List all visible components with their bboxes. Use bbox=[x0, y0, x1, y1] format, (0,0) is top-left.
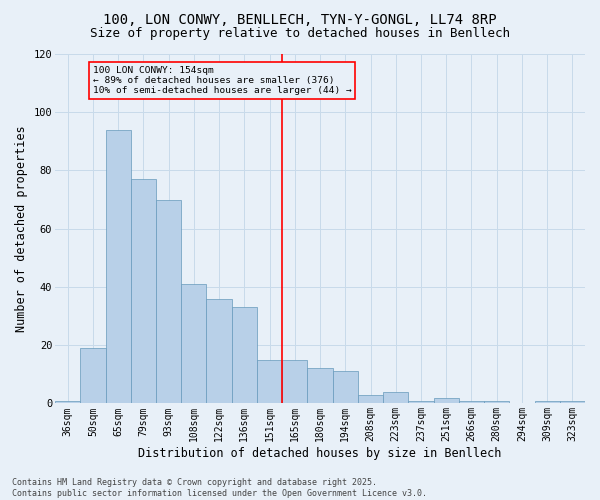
X-axis label: Distribution of detached houses by size in Benllech: Distribution of detached houses by size … bbox=[139, 447, 502, 460]
Bar bbox=[80, 348, 106, 404]
Bar bbox=[560, 400, 585, 404]
Bar bbox=[206, 298, 232, 404]
Bar bbox=[535, 400, 560, 404]
Bar bbox=[106, 130, 131, 404]
Bar bbox=[232, 308, 257, 404]
Bar bbox=[409, 400, 434, 404]
Text: Size of property relative to detached houses in Benllech: Size of property relative to detached ho… bbox=[90, 28, 510, 40]
Bar bbox=[156, 200, 181, 404]
Bar bbox=[383, 392, 409, 404]
Bar bbox=[55, 400, 80, 404]
Bar bbox=[307, 368, 332, 404]
Y-axis label: Number of detached properties: Number of detached properties bbox=[15, 126, 28, 332]
Bar bbox=[459, 400, 484, 404]
Text: 100 LON CONWY: 154sqm
← 89% of detached houses are smaller (376)
10% of semi-det: 100 LON CONWY: 154sqm ← 89% of detached … bbox=[93, 66, 352, 96]
Text: 100, LON CONWY, BENLLECH, TYN-Y-GONGL, LL74 8RP: 100, LON CONWY, BENLLECH, TYN-Y-GONGL, L… bbox=[103, 12, 497, 26]
Bar bbox=[181, 284, 206, 404]
Bar bbox=[434, 398, 459, 404]
Bar bbox=[332, 372, 358, 404]
Bar bbox=[282, 360, 307, 404]
Text: Contains HM Land Registry data © Crown copyright and database right 2025.
Contai: Contains HM Land Registry data © Crown c… bbox=[12, 478, 427, 498]
Bar bbox=[257, 360, 282, 404]
Bar bbox=[358, 394, 383, 404]
Bar bbox=[131, 179, 156, 404]
Bar bbox=[484, 400, 509, 404]
